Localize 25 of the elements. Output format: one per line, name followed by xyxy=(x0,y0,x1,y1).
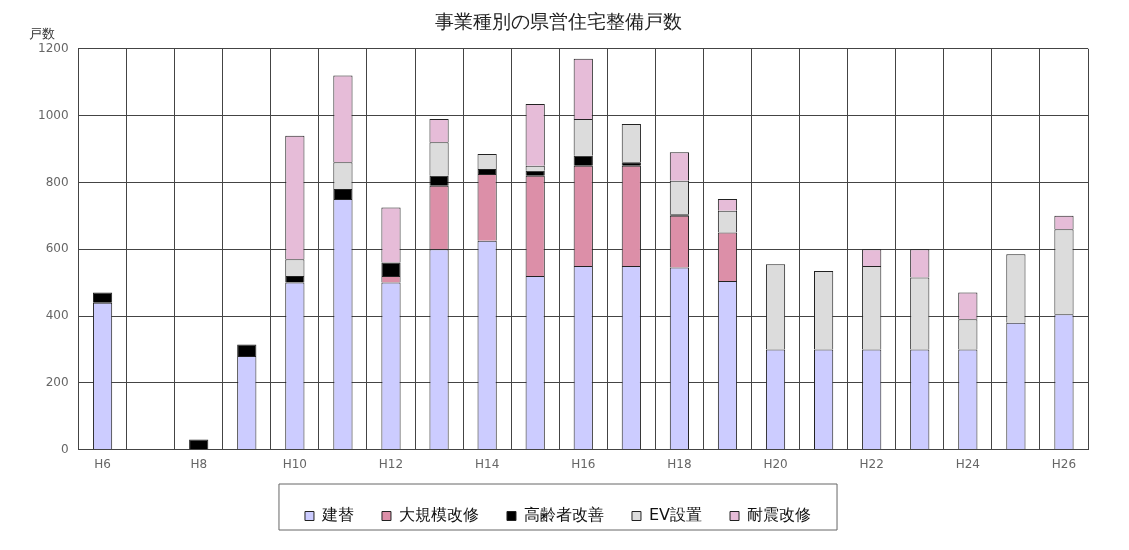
x-tick-label: H10 xyxy=(282,456,307,471)
x-tick-label: H18 xyxy=(667,456,692,471)
y-tick-label: 1200 xyxy=(37,40,69,55)
legend-label: 大規模改修 xyxy=(398,505,479,525)
y-tick-label: 600 xyxy=(45,241,69,256)
x-tick-label: H14 xyxy=(474,456,500,471)
y-axis-title: 戸数 xyxy=(28,25,55,41)
x-tick-label: H22 xyxy=(859,456,884,471)
legend-label: 耐震改修 xyxy=(747,505,812,525)
legend-label: 高齢者改善 xyxy=(523,505,604,525)
x-tick-label: H8 xyxy=(190,456,208,471)
y-tick-label: 800 xyxy=(45,174,69,189)
legend-label: EV設置 xyxy=(648,505,703,525)
x-tick-label: H24 xyxy=(955,456,980,471)
y-tick-label: 400 xyxy=(45,308,69,323)
x-tick-label: H26 xyxy=(1051,456,1077,471)
x-tick-label: H16 xyxy=(571,456,596,471)
x-tick-label: H20 xyxy=(763,456,788,471)
chart-title: 事業種別の県営住宅整備戸数 xyxy=(434,10,682,33)
x-tick-label: H12 xyxy=(378,456,404,471)
y-tick-label: 200 xyxy=(45,374,69,389)
x-tick-label: H6 xyxy=(94,456,111,471)
y-tick-label: 1000 xyxy=(37,107,69,122)
y-tick-label: 0 xyxy=(60,441,69,456)
legend-label: 建替 xyxy=(320,505,354,525)
